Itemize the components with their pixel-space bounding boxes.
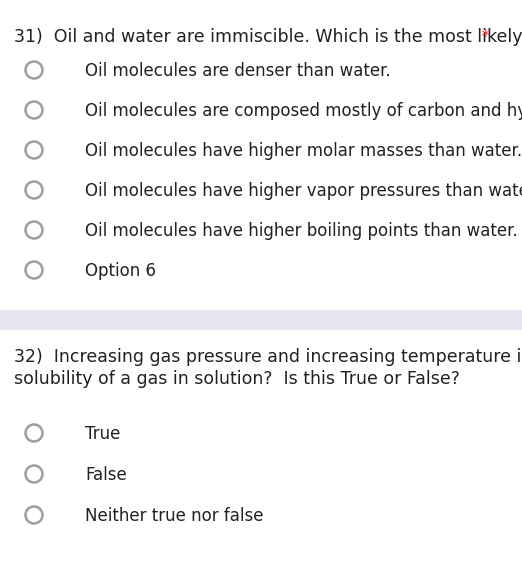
Text: solubility of a gas in solution?  Is this True or False?: solubility of a gas in solution? Is this… [14,370,460,388]
Text: Oil molecules have higher vapor pressures than water.: Oil molecules have higher vapor pressure… [85,182,522,200]
Text: Oil molecules have higher molar masses than water.: Oil molecules have higher molar masses t… [85,142,522,160]
Text: Neither true nor false: Neither true nor false [85,507,264,525]
Text: 32)  Increasing gas pressure and increasing temperature increase the: 32) Increasing gas pressure and increasi… [14,348,522,366]
Text: False: False [85,466,127,484]
Text: Oil molecules are denser than water.: Oil molecules are denser than water. [85,62,391,80]
Text: Option 6: Option 6 [85,262,156,280]
Text: Oil molecules have higher boiling points than water.: Oil molecules have higher boiling points… [85,222,518,240]
Text: *: * [476,28,490,46]
Text: True: True [85,425,121,443]
Text: 31)  Oil and water are immiscible. Which is the most likely reason?: 31) Oil and water are immiscible. Which … [14,28,522,46]
Text: Oil molecules are composed mostly of carbon and hydrogen.: Oil molecules are composed mostly of car… [85,102,522,120]
FancyBboxPatch shape [0,310,522,330]
